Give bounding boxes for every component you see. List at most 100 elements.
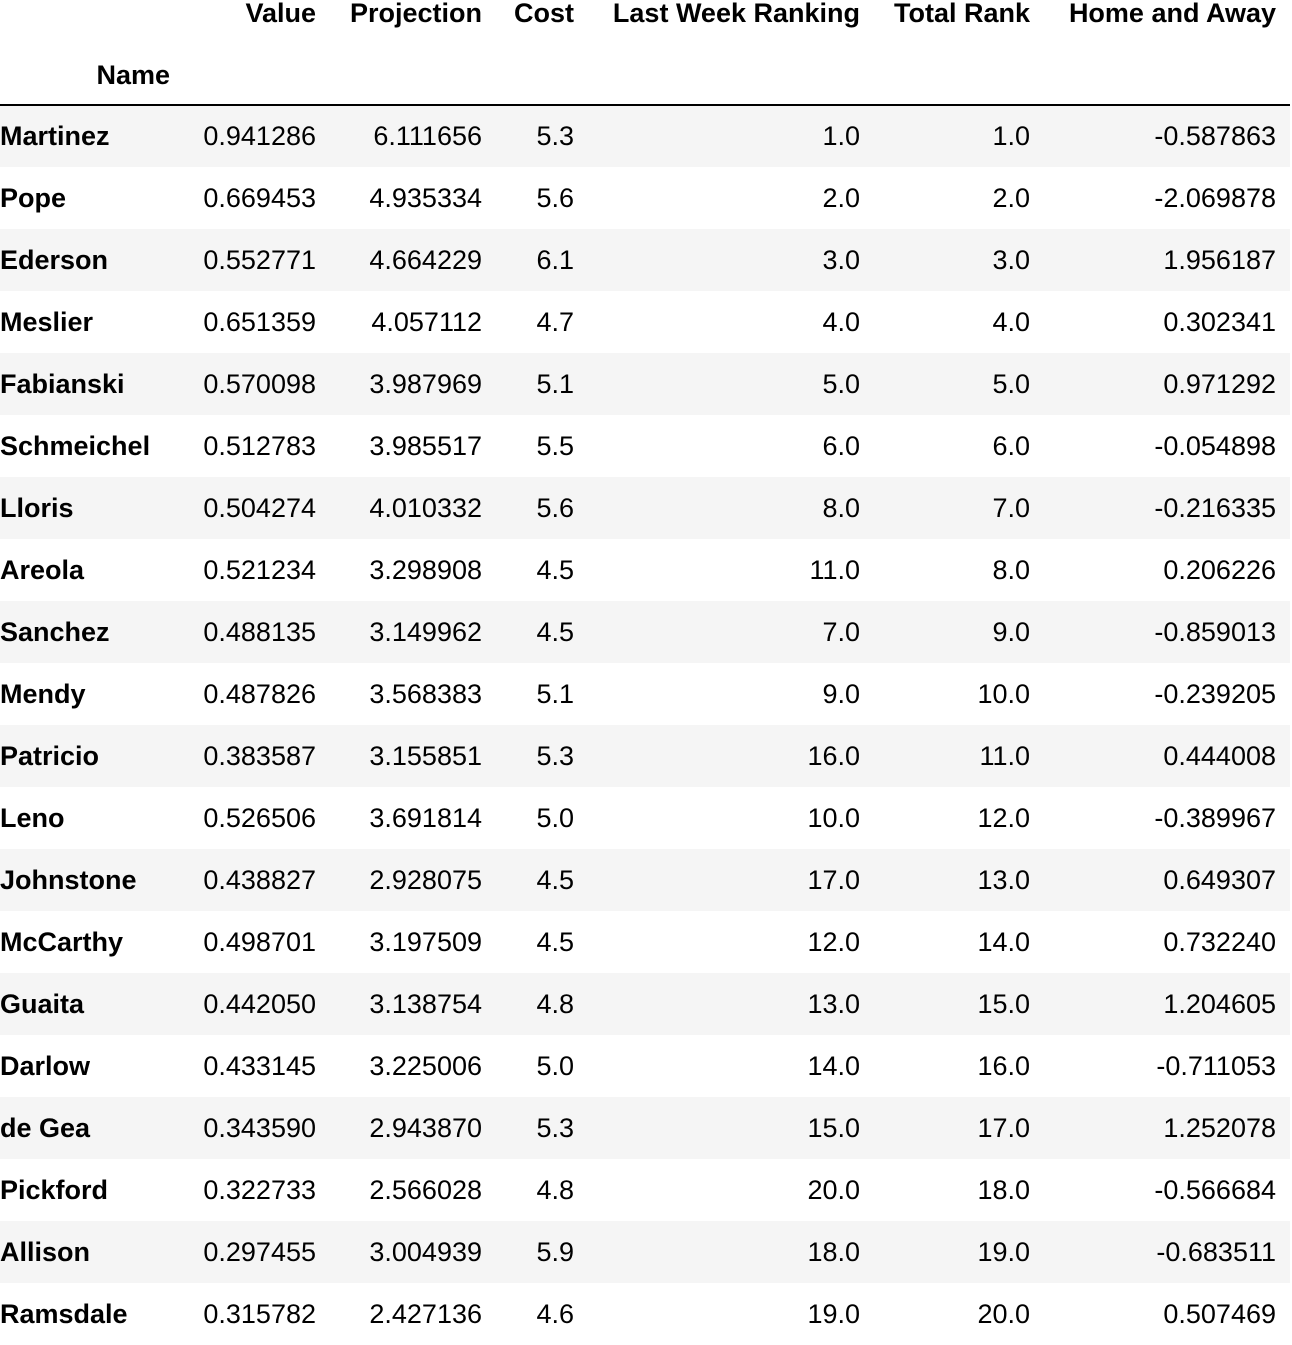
table-cell: 2.943870 (369, 1112, 482, 1143)
column-header-projection: Projection (349, 0, 482, 28)
table-cell: 5.0 (992, 368, 1030, 399)
table-cell: 4.5 (536, 554, 574, 585)
table-row: Ederson 0.552771 4.664229 6.1 3.0 3.0 1.956187 (0, 229, 1290, 291)
table-cell: 0.512783 (203, 430, 316, 461)
table-cell: 0.297455 (203, 1236, 316, 1267)
table-cell: 3.149962 (369, 616, 482, 647)
table-cell: 3.225006 (369, 1050, 482, 1081)
table-cell: 14.0 (807, 1050, 860, 1081)
row-name-cell: Mendy (0, 678, 86, 709)
table-cell: 3.0 (822, 244, 860, 275)
row-name-cell: Patricio (0, 740, 100, 771)
table-cell: 4.7 (536, 306, 574, 337)
table-cell: 0.669453 (203, 182, 316, 213)
table-row: Allison 0.297455 3.004939 5.9 18.0 19.0 -0.683… (0, 1221, 1290, 1283)
row-name-cell: Ramsdale (0, 1298, 128, 1329)
table-cell: 4.0 (822, 306, 860, 337)
table-cell: 17.0 (807, 864, 860, 895)
table-cell: 19.0 (977, 1236, 1030, 1267)
table-cell: 0.433145 (203, 1050, 316, 1081)
table-cell: -2.069878 (1154, 182, 1276, 213)
table-cell: -0.389967 (1154, 802, 1276, 833)
table-cell: 4.6 (536, 1298, 574, 1329)
table-cell: 4.057112 (371, 306, 482, 337)
row-name-cell: Martinez (0, 121, 110, 151)
table-cell: 16.0 (807, 740, 860, 771)
table-cell: 0.552771 (203, 244, 316, 275)
row-name-cell: Pickford (0, 1174, 109, 1205)
table-cell: 0.507469 (1163, 1298, 1276, 1329)
table-cell: 0.504274 (203, 492, 316, 523)
table-cell: 12.0 (807, 926, 860, 957)
table-cell: 0.498701 (203, 926, 316, 957)
table-cell: 2.0 (992, 182, 1030, 213)
table-row: Ramsdale 0.315782 2.427136 4.6 19.0 20.0 0.507… (0, 1283, 1290, 1345)
table-row: Pickford 0.322733 2.566028 4.8 20.0 18.0 -0.56… (0, 1159, 1290, 1221)
table-cell: -0.587863 (1154, 121, 1276, 151)
table-cell: 0.651359 (203, 306, 316, 337)
table-cell: 5.3 (536, 740, 574, 771)
table-cell: 5.5 (536, 430, 574, 461)
table-cell: -0.711053 (1156, 1050, 1276, 1081)
table-row: Mendy 0.487826 3.568383 5.1 9.0 10.0 -0.239205 (0, 663, 1290, 725)
table-cell: 5.3 (536, 121, 574, 151)
table-cell: -0.683511 (1156, 1236, 1276, 1267)
table-cell: 9.0 (992, 616, 1030, 647)
table-cell: 0.941286 (203, 121, 316, 151)
table-row: Guaita 0.442050 3.138754 4.8 13.0 15.0 1.20460… (0, 973, 1290, 1035)
table-cell: 18.0 (977, 1174, 1030, 1205)
row-name-cell: Allison (0, 1236, 91, 1267)
table-cell: 4.8 (536, 1174, 574, 1205)
table-cell: 2.427136 (369, 1298, 482, 1329)
table-cell: 0.570098 (203, 368, 316, 399)
table-cell: 1.204605 (1163, 988, 1276, 1019)
row-name-cell: Ederson (0, 244, 109, 275)
table-row: Darlow 0.433145 3.225006 5.0 14.0 16.0 -0.7110… (0, 1035, 1290, 1097)
row-name-cell: Meslier (0, 306, 94, 337)
table-cell: 6.1 (536, 244, 574, 275)
column-header-home-and-away: Home and Away (1068, 0, 1276, 28)
table-cell: 8.0 (992, 554, 1030, 585)
table-cell: 18.0 (807, 1236, 860, 1267)
column-header-total-rank: Total Rank (893, 0, 1030, 28)
table-cell: 5.0 (536, 802, 574, 833)
table-cell: 3.197509 (369, 926, 482, 957)
table-cell: 0.383587 (203, 740, 316, 771)
table-cell: 3.985517 (369, 430, 482, 461)
table-row: Patricio 0.383587 3.155851 5.3 16.0 11.0 0.444… (0, 725, 1290, 787)
column-header-cost: Cost (514, 0, 574, 28)
table-row: Areola 0.521234 3.298908 4.5 11.0 8.0 0.206226 (0, 539, 1290, 601)
table-cell: 0.206226 (1163, 554, 1276, 585)
table-cell: -0.054898 (1154, 430, 1276, 461)
row-name-cell: Leno (0, 802, 65, 833)
table-cell: 1.956187 (1163, 244, 1276, 275)
table-cell: -0.216335 (1154, 492, 1276, 523)
table-cell: 1.0 (992, 121, 1030, 151)
table-cell: 4.5 (536, 616, 574, 647)
column-header-row: Value Projection Cost Last Week Ranking … (0, 0, 1290, 30)
table-cell: 5.0 (536, 1050, 574, 1081)
table-cell: 4.5 (536, 864, 574, 895)
table-cell: 15.0 (977, 988, 1030, 1019)
row-name-cell: Guaita (0, 988, 85, 1019)
table-cell: 9.0 (822, 678, 860, 709)
table-body: Martinez 0.941286 6.111656 5.3 1.0 1.0 -0.5878… (0, 105, 1290, 1345)
table-cell: 7.0 (992, 492, 1030, 523)
row-name-cell: Johnstone (0, 864, 137, 895)
table-cell: 0.526506 (203, 802, 316, 833)
table-row: Leno 0.526506 3.691814 5.0 10.0 12.0 -0.389967 (0, 787, 1290, 849)
table-cell: 6.111656 (373, 121, 482, 151)
table-cell: 19.0 (807, 1298, 860, 1329)
row-name-cell: Sanchez (0, 616, 110, 647)
table-row: McCarthy 0.498701 3.197509 4.5 12.0 14.0 0.732… (0, 911, 1290, 973)
row-name-cell: Lloris (0, 492, 74, 523)
column-header-last-week-ranking: Last Week Ranking (612, 0, 860, 28)
table-cell: 3.155851 (369, 740, 482, 771)
table-cell: 3.298908 (369, 554, 482, 585)
table-cell: 6.0 (992, 430, 1030, 461)
table-cell: 8.0 (822, 492, 860, 523)
table-cell: -0.239205 (1154, 678, 1276, 709)
table-row: Johnstone 0.438827 2.928075 4.5 17.0 13.0 0.64… (0, 849, 1290, 911)
table-cell: 13.0 (807, 988, 860, 1019)
table-cell: 0.444008 (1163, 740, 1276, 771)
